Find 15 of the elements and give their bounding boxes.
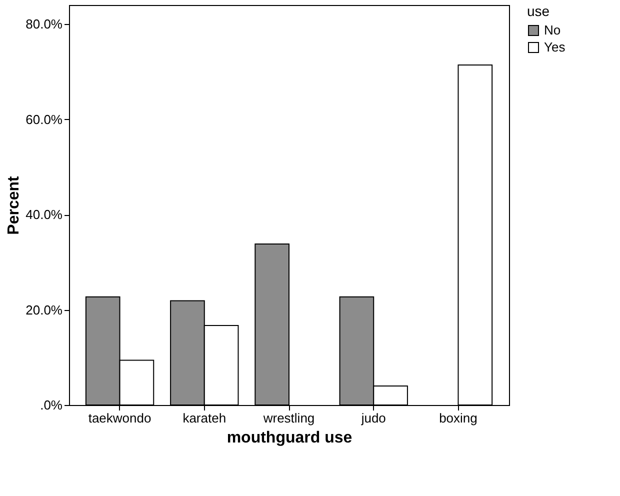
x-axis-title: mouthguard use: [226, 430, 352, 446]
y-tick-label: 20.0%: [26, 302, 63, 318]
x-tick-label: karateh: [182, 410, 226, 426]
x-tick-label: taekwondo: [88, 410, 152, 426]
legend-label: Yes: [544, 40, 566, 54]
legend-label: No: [544, 22, 561, 38]
x-tick-label: judo: [360, 410, 386, 426]
x-tick-label: boxing: [439, 410, 478, 426]
legend-title: use: [527, 3, 550, 19]
y-axis-title: Percent: [6, 175, 23, 235]
y-tick-label: 60.0%: [26, 112, 63, 127]
x-tick-label: wrestling: [262, 410, 315, 426]
y-tick-label: 40.0%: [26, 207, 63, 222]
y-tick-label: .0%: [40, 398, 63, 412]
y-tick-label: 80.0%: [26, 16, 63, 32]
